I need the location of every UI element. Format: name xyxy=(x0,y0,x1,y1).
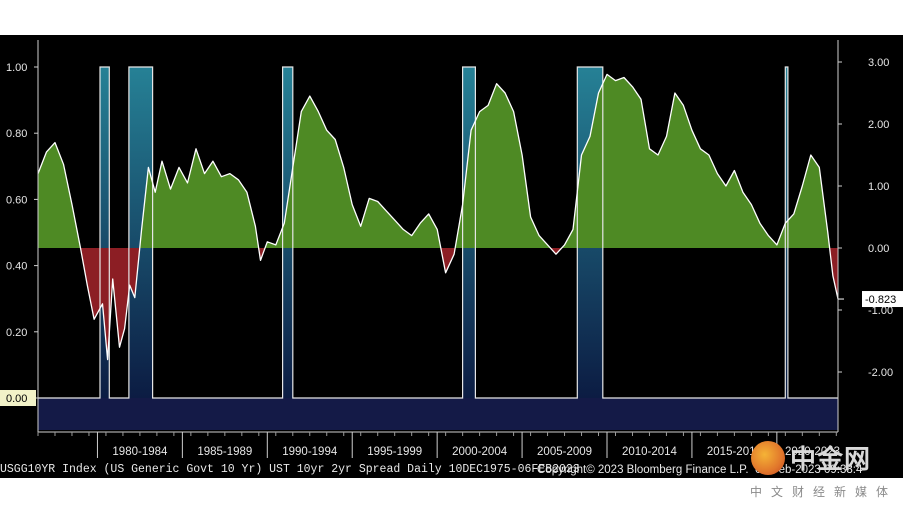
x-tick-label: 1990-1994 xyxy=(282,446,338,458)
axis-layer: 1.00 0.80 0.60 0.40 0.20 0.00 3.00 2.00 1.00 0.00… xyxy=(0,40,903,458)
right-tick-label: 1.00 xyxy=(868,181,889,193)
left-tick-label: 0.00 xyxy=(6,393,27,405)
logo-seal-icon xyxy=(751,441,785,475)
spread-negative-area xyxy=(38,248,838,360)
x-tick-label: 2005-2009 xyxy=(537,446,592,458)
last-value-box xyxy=(862,291,903,308)
baseline-band xyxy=(38,398,838,430)
spread-line xyxy=(37,73,839,361)
baseline-band-layer xyxy=(38,398,838,430)
logo-subtitle: 中文财经新媒体 xyxy=(750,485,898,499)
right-tick-label: 2.00 xyxy=(868,119,889,131)
spread-area-layer xyxy=(38,74,838,360)
x-tick-label: 1995-1999 xyxy=(367,446,422,458)
x-tick-label: 2015-2019 xyxy=(707,446,762,458)
right-tick-label: 0.00 xyxy=(868,243,889,255)
last-value-label: -0.823 xyxy=(865,294,896,306)
x-tick-label: 2000-2004 xyxy=(452,446,508,458)
logo-name: 中金网 xyxy=(790,444,872,474)
left-tick-label: 0.60 xyxy=(6,194,27,206)
recession-indicator-line xyxy=(38,66,838,399)
left-tick-label: 1.00 xyxy=(6,62,27,74)
left-tick-label: 0.40 xyxy=(6,261,27,273)
right-tick-label: 3.00 xyxy=(868,57,889,69)
footer-description: USGG10YR Index (US Generic Govt 10 Yr) U… xyxy=(0,463,580,476)
x-tick-label: 2020-2023 xyxy=(785,446,840,458)
right-tick-label: -2.00 xyxy=(868,367,893,379)
watermark-logo: 中金网 中文财经新媒体 xyxy=(748,439,898,499)
x-tick-label: 2010-2014 xyxy=(622,446,678,458)
chart-frame: 1.00 0.80 0.60 0.40 0.20 0.00 3.00 2.00 1.00 0.00… xyxy=(0,35,903,478)
recession-bar-1 xyxy=(99,67,110,398)
left-tick-label: 0.20 xyxy=(6,327,27,339)
x-tick-label: 1985-1989 xyxy=(197,446,252,458)
x-tick-label: 1980-1984 xyxy=(112,446,168,458)
spread-positive-area xyxy=(38,74,838,248)
left-highlight-box xyxy=(0,390,36,406)
left-tick-label: 0.80 xyxy=(6,128,27,140)
spread-chart: 1.00 0.80 0.60 0.40 0.20 0.00 3.00 2.00 1.00 0.00… xyxy=(0,40,903,458)
right-tick-label: -1.00 xyxy=(868,305,893,317)
spread-line-layer xyxy=(37,66,839,399)
